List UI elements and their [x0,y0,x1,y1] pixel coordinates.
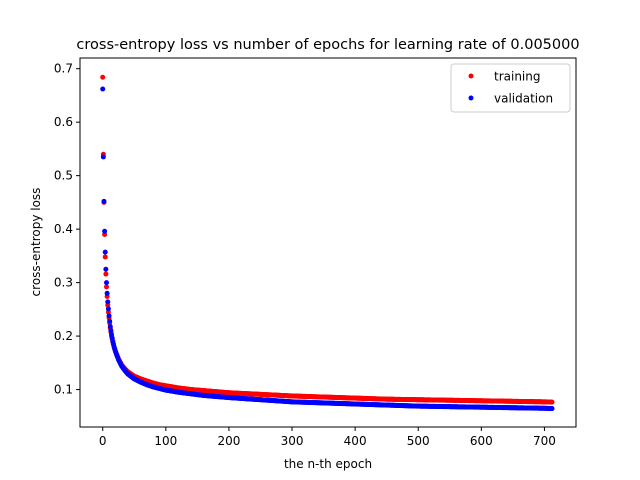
x-tick-label: 100 [154,434,177,448]
data-point [103,266,109,272]
data-point [104,290,110,296]
data-point [102,254,108,260]
data-point [103,271,109,277]
data-point [101,198,107,204]
legend-label-training: training [494,70,541,84]
data-point [104,280,109,286]
data-point [104,284,109,290]
data-point [105,299,111,305]
y-tick-label: 0.5 [54,169,73,183]
series-training [100,74,555,405]
x-tick-label: 700 [533,434,556,448]
x-tick-label: 200 [217,434,240,448]
data-point [100,86,106,92]
x-tick-label: 500 [407,434,430,448]
data-point [106,313,112,319]
data-point [107,318,113,324]
chart-title: cross-entropy loss vs number of epochs f… [76,37,579,53]
data-point [100,74,106,80]
x-tick-label: 400 [344,434,367,448]
series-validation [100,86,555,412]
y-tick-label: 0.7 [54,62,73,76]
data-point [549,399,555,405]
x-axis-ticks: 0 100 200 300 400 500 600 700 [99,427,556,448]
x-axis-label: the n-th epoch [284,457,372,471]
y-tick-label: 0.2 [54,329,73,343]
legend-marker-validation [468,95,474,101]
y-tick-label: 0.6 [54,115,73,129]
plot-points [100,74,555,412]
data-point [100,154,106,160]
data-point [107,323,113,329]
legend-label-validation: validation [494,92,553,106]
x-tick-label: 600 [470,434,493,448]
x-tick-label: 0 [99,434,107,448]
legend-marker-training [468,73,474,79]
y-tick-label: 0.4 [54,222,73,236]
data-point [108,327,114,333]
axes-frame [79,57,577,428]
y-axis-label: cross-entropy loss [29,188,43,297]
y-tick-label: 0.3 [54,276,73,290]
data-point [105,306,111,312]
legend: training validation [450,63,571,113]
legend-box [450,63,571,113]
data-point [102,249,108,255]
y-tick-label: 0.1 [54,383,73,397]
x-tick-label: 300 [281,434,304,448]
data-point [102,228,108,234]
data-point [549,406,555,412]
y-axis-ticks: 0.1 0.2 0.3 0.4 0.5 0.6 0.7 [54,62,80,397]
